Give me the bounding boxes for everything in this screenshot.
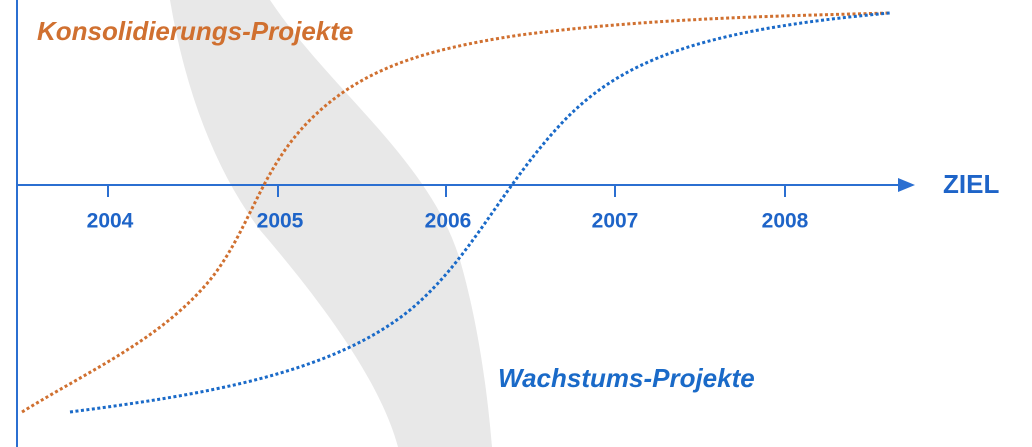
top-curve-label: Konsolidierungs-Projekte	[37, 16, 353, 46]
growth-curve	[69, 11, 891, 414]
axis-arrow	[898, 178, 915, 192]
axis-ticks	[107, 185, 786, 197]
consolidation-curve	[21, 11, 891, 414]
background-band	[170, 0, 492, 447]
year-label: 2006	[425, 210, 472, 233]
year-label: 2004	[87, 210, 134, 233]
axis-end-label: ZIEL	[943, 169, 999, 199]
bottom-curve-label: Wachstums-Projekte	[498, 363, 755, 393]
year-label: 2008	[762, 210, 809, 233]
year-label: 2005	[257, 210, 304, 233]
year-label: 2007	[592, 210, 639, 233]
